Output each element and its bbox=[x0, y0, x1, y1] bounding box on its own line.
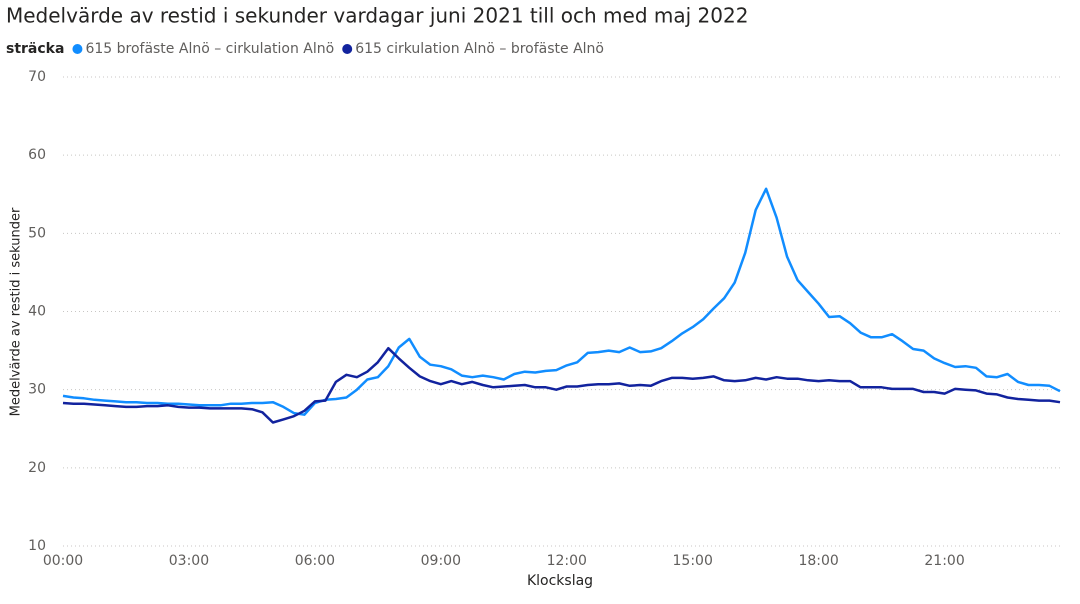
x-tick-label: 00:00 bbox=[43, 553, 83, 569]
y-tick-label: 50 bbox=[28, 225, 46, 241]
x-tick-label: 18:00 bbox=[798, 553, 838, 569]
y-tick-label: 30 bbox=[28, 382, 46, 398]
x-tick-label: 09:00 bbox=[421, 553, 461, 569]
x-tick-label: 21:00 bbox=[924, 553, 964, 569]
x-tick-label: 12:00 bbox=[547, 553, 587, 569]
y-tick-label: 40 bbox=[28, 304, 46, 320]
x-tick-label: 15:00 bbox=[673, 553, 713, 569]
y-tick-label: 60 bbox=[28, 147, 46, 163]
line-series bbox=[62, 187, 1061, 416]
x-tick-label: 06:00 bbox=[295, 553, 335, 569]
y-tick-label: 10 bbox=[28, 538, 46, 554]
legend-marker bbox=[72, 44, 83, 54]
x-axis-label: Klockslag bbox=[527, 573, 593, 589]
legend-marker bbox=[342, 44, 353, 54]
x-tick-label: 03:00 bbox=[169, 553, 209, 569]
y-tick-label: 70 bbox=[28, 69, 46, 85]
y-axis-label: Medelvärde av restid i sekunder bbox=[9, 207, 24, 416]
legend-label: 615 brofäste Alnö – cirkulation Alnö bbox=[85, 41, 334, 57]
legend-label: 615 cirkulation Alnö – brofäste Alnö bbox=[355, 41, 604, 57]
chart-title: Medelvärde av restid i sekunder vardagar… bbox=[6, 4, 748, 28]
line-series bbox=[62, 346, 1061, 424]
y-tick-label: 20 bbox=[28, 460, 46, 476]
legend-title: sträcka bbox=[6, 41, 64, 57]
